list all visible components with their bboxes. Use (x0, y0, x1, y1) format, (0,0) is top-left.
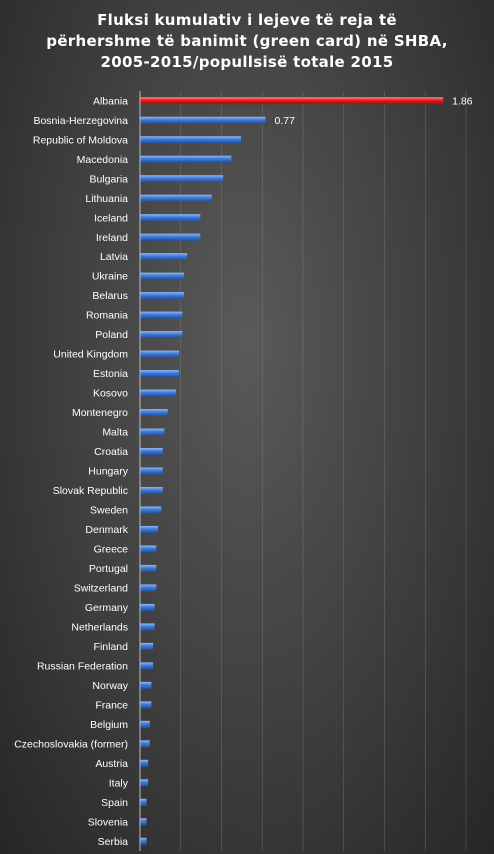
category-label: Serbia (98, 836, 129, 848)
category-label: Switzerland (74, 583, 128, 595)
category-label: France (95, 699, 128, 711)
category-label: Sweden (90, 505, 128, 517)
category-label: Bosnia-Herzegovina (33, 115, 128, 127)
category-label: Germany (85, 602, 129, 614)
category-label: Macedonia (77, 154, 129, 166)
bar-ireland (140, 233, 201, 241)
bar-romania (140, 311, 183, 319)
bar-switzerland (140, 584, 157, 592)
category-label: Portugal (89, 563, 128, 575)
bar-slovak-republic (140, 486, 163, 494)
chart-title-line-2: përhershme të banimit (green card) në SH… (46, 32, 448, 50)
bar-germany (140, 603, 155, 611)
bar-latvia (140, 253, 188, 261)
bar-belgium (140, 720, 150, 728)
chart-title-line-3: 2005-2015/popullsisë totale 2015 (100, 53, 394, 71)
bar-bulgaria (140, 175, 224, 183)
category-label: Belgium (90, 719, 128, 731)
bar-hungary (140, 467, 163, 475)
category-label: Spain (101, 797, 128, 809)
bar-austria (140, 759, 149, 767)
category-label: Croatia (94, 446, 128, 458)
category-label: Montenegro (72, 407, 128, 419)
category-label: United Kingdom (53, 349, 128, 361)
bar-portugal (140, 564, 157, 572)
category-label: Ukraine (92, 271, 128, 283)
bar-kosovo (140, 389, 176, 397)
bar-belarus (140, 292, 185, 300)
bar-ukraine (140, 272, 185, 280)
category-label: Greece (94, 544, 129, 556)
data-label: 1.86 (452, 95, 473, 107)
category-label: Republic of Moldova (33, 134, 128, 146)
bar-netherlands (140, 623, 155, 631)
category-label: Slovenia (88, 816, 128, 828)
category-label: Russian Federation (37, 660, 128, 672)
data-label: 0.77 (275, 115, 296, 127)
category-label: Malta (102, 427, 128, 439)
category-labels: Albania Bosnia-Herzegovina Republic of Mol… (14, 95, 129, 848)
category-label: Albania (93, 95, 128, 107)
bar-montenegro (140, 409, 168, 417)
category-label: Hungary (88, 466, 128, 478)
category-label: Iceland (94, 212, 128, 224)
data-labels: 1.86 0.77 (275, 95, 473, 126)
bar-finland (140, 642, 154, 650)
bar-serbia (140, 837, 147, 845)
category-label: Poland (95, 329, 128, 341)
bar-greece (140, 545, 157, 553)
bar-lithuania (140, 194, 212, 202)
category-label: Norway (92, 680, 128, 692)
bar-bosnia-herzegovina (140, 116, 266, 124)
bar-croatia (140, 448, 163, 456)
category-label: Lithuania (85, 193, 128, 205)
bar-estonia (140, 370, 180, 378)
bars (140, 97, 444, 845)
bar-slovenia (140, 818, 147, 826)
category-label: Belarus (92, 290, 128, 302)
category-label: Ireland (96, 232, 128, 244)
bar-denmark (140, 525, 158, 533)
bar-russian-federation (140, 662, 154, 670)
category-label: Bulgaria (89, 173, 128, 185)
bar-united-kingdom (140, 350, 180, 358)
bar-sweden (140, 506, 162, 514)
category-label: Romania (86, 310, 128, 322)
bar-spain (140, 798, 147, 806)
category-label: Slovak Republic (53, 485, 128, 497)
category-label: Finland (94, 641, 129, 653)
category-label: Latvia (100, 251, 128, 263)
bar-macedonia (140, 155, 232, 163)
bar-france (140, 701, 152, 709)
gridlines (180, 91, 467, 851)
bar-norway (140, 681, 152, 689)
category-label: Austria (95, 758, 128, 770)
category-label: Denmark (85, 524, 128, 536)
bar-albania (140, 97, 444, 105)
chart-title-line-1: Fluksi kumulativ i lejeve të reja të (97, 11, 397, 29)
category-label: Kosovo (93, 388, 128, 400)
bar-malta (140, 428, 165, 436)
bar-czechoslovakia-former (140, 740, 150, 748)
bar-iceland (140, 214, 201, 222)
category-label: Estonia (93, 368, 128, 380)
category-label: Netherlands (71, 621, 128, 633)
bar-republic-of-moldova (140, 136, 242, 144)
bar-poland (140, 331, 183, 339)
category-label: Italy (109, 777, 129, 789)
category-label: Czechoslovakia (former) (14, 738, 128, 750)
bar-italy (140, 779, 149, 787)
chart-title: Fluksi kumulativ i lejeve të reja të për… (0, 10, 494, 73)
